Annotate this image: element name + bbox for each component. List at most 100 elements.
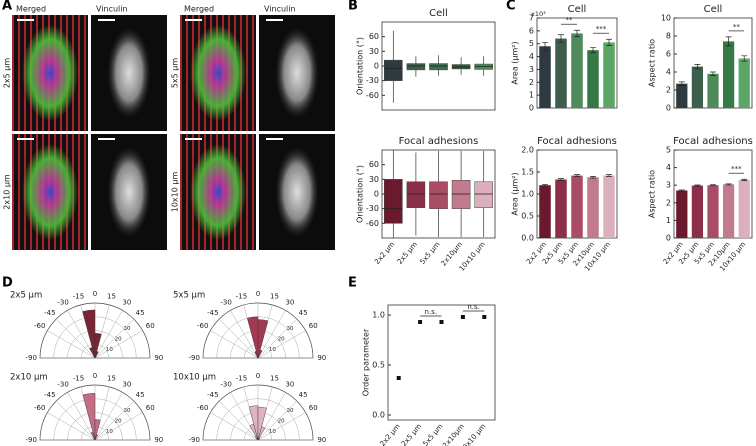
angle-grid — [257, 318, 298, 359]
bar — [676, 83, 688, 108]
angle-tick-label: -45 — [44, 309, 55, 317]
rose-wedge — [248, 405, 259, 441]
bar — [691, 66, 704, 108]
y-tick-label: 0 — [666, 234, 671, 243]
angle-tick-label: -15 — [73, 374, 84, 382]
outer-arc — [39, 384, 151, 441]
rose-wedge — [94, 356, 97, 359]
chart-title: Cell — [568, 4, 587, 15]
bar — [603, 42, 615, 108]
r-tick-label: 30 — [287, 408, 294, 414]
chart-title: Cell — [704, 4, 723, 15]
cell-gray — [275, 146, 319, 238]
angle-grid — [230, 310, 259, 359]
angle-tick-label: 15 — [107, 374, 116, 382]
micrographs: Merged Vinculin 2x5 µm 2x10 µm Merged Vinculi… — [3, 5, 335, 250]
angle-grid — [94, 310, 123, 359]
angle-tick-label: 30 — [122, 299, 131, 307]
significance-label: *** — [596, 25, 607, 33]
bar — [587, 177, 599, 238]
y-tick-label: 5 — [666, 146, 671, 155]
angle-tick-label: -15 — [73, 292, 84, 300]
error-bar — [694, 184, 701, 187]
box — [451, 180, 471, 209]
angle-tick-label: -45 — [207, 309, 218, 317]
chart-title: Focal adhesions — [537, 136, 617, 147]
r-tick-label: 20 — [115, 418, 122, 424]
angle-tick-label: 60 — [146, 404, 155, 412]
angle-grid — [94, 330, 143, 359]
r-tick-label: 20 — [278, 336, 285, 342]
angle-grid — [257, 330, 306, 359]
angle-tick-label: 90 — [317, 436, 326, 444]
y-multiplier: x10³ — [531, 10, 546, 18]
angle-grid — [94, 318, 135, 359]
angle-grid — [257, 310, 286, 359]
chart-title: 5x5 µm — [173, 291, 205, 301]
angle-tick-label: -90 — [25, 436, 36, 444]
error-bar — [741, 55, 748, 62]
error-bar — [606, 174, 612, 177]
point — [396, 376, 401, 380]
x-tick-label: 5x5 µm — [418, 240, 441, 266]
error-bar — [542, 183, 548, 187]
outer-arc — [202, 302, 314, 359]
angle-tick-label: 90 — [154, 436, 163, 444]
box — [384, 59, 403, 81]
r-tick-label: 30 — [124, 408, 131, 414]
cell — [22, 25, 78, 121]
x-tick-label: 2x2 µm — [373, 240, 396, 266]
significance-label: ** — [566, 16, 574, 24]
condition-label: 2x10 µm — [3, 174, 12, 210]
y-tick-label: -30 — [366, 204, 379, 213]
y-tick-label: 2.0 — [521, 146, 534, 155]
significance-label: *** — [731, 165, 742, 173]
y-axis-label: Area (µm²) — [511, 172, 520, 215]
cell-gray — [107, 146, 151, 238]
angle-tick-label: 45 — [299, 391, 308, 399]
r-tick-label: 20 — [115, 336, 122, 342]
bar — [722, 41, 735, 108]
error-bar — [725, 36, 732, 47]
bar — [738, 179, 750, 238]
rose-wedge — [257, 319, 269, 359]
rose-wedge — [82, 309, 96, 359]
angle-grid — [55, 400, 96, 441]
angle-tick-label: -30 — [220, 299, 231, 307]
error-bar — [590, 176, 596, 179]
angle-tick-label: -90 — [25, 354, 36, 362]
angle-tick-label: 15 — [270, 292, 279, 300]
y-tick-label: 4 — [529, 52, 534, 61]
outer-arc — [202, 384, 314, 441]
angle-tick-label: 90 — [154, 354, 163, 362]
rose-wedge — [257, 438, 260, 441]
bar — [587, 50, 599, 108]
y-tick-label: 1.0 — [372, 311, 385, 320]
rose-wedge — [247, 316, 259, 359]
cell — [190, 25, 246, 121]
y-tick-label: 4 — [666, 163, 671, 172]
bar — [571, 175, 583, 238]
angle-grid — [218, 318, 259, 359]
bar — [539, 46, 551, 108]
y-tick-label: 1 — [666, 216, 671, 225]
angle-grid — [47, 412, 96, 441]
x-tick-label: 5x5 µm — [421, 422, 444, 446]
point — [439, 320, 444, 324]
image-label: Merged — [16, 5, 46, 14]
chart-title: 10x10 µm — [173, 373, 216, 383]
y-tick-label: 0.0 — [372, 411, 385, 420]
rose-wedge — [94, 351, 99, 359]
angle-tick-label: 60 — [309, 404, 318, 412]
y-tick-label: 10 — [661, 14, 671, 23]
y-axis-label: Aspect ratio — [648, 39, 657, 87]
y-axis-label: Order parameter — [362, 328, 371, 396]
bar — [555, 179, 567, 238]
panel-letter: C — [506, 0, 516, 14]
panel-letter: B — [348, 0, 358, 14]
condition-label: 10x10 µm — [171, 172, 180, 213]
angle-tick-label: 15 — [107, 292, 116, 300]
bar — [691, 185, 704, 238]
bar — [676, 190, 688, 238]
angle-tick-label: -60 — [197, 322, 208, 330]
